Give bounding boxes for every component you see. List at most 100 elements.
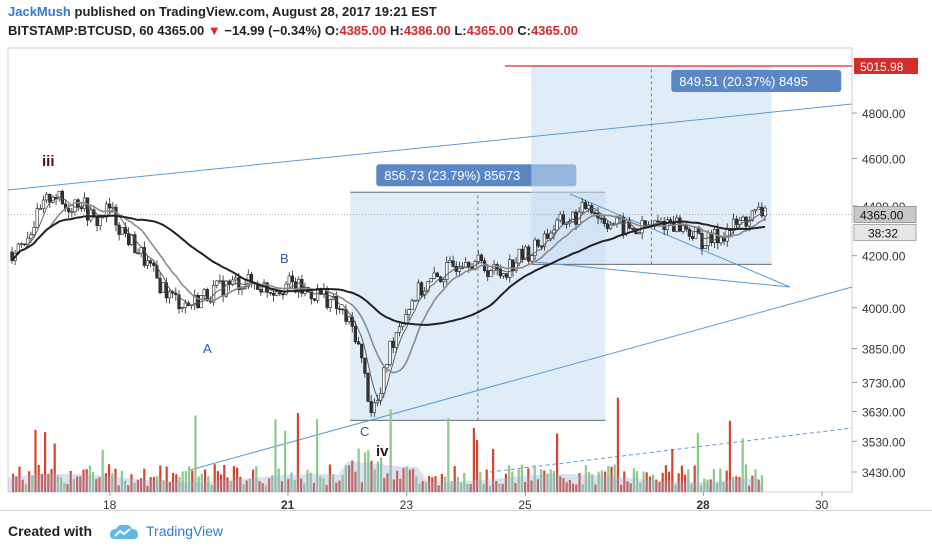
candle-body <box>161 282 165 294</box>
volume-bar <box>15 476 18 492</box>
volume-bar <box>444 476 447 492</box>
candle-body <box>70 211 74 214</box>
y-tick-label: 3730.00 <box>862 376 906 390</box>
volume-bar <box>664 465 667 492</box>
volume-bar <box>44 432 47 492</box>
price-chart[interactable]: 856.73 (23.79%) 85673 849.51 (20.37%) 849… <box>0 44 932 510</box>
volume-bar <box>533 465 536 492</box>
upper-trendline <box>7 103 853 191</box>
volume-bar <box>552 470 555 492</box>
candle-body <box>117 224 121 235</box>
close-label: C: <box>517 23 531 38</box>
volume-bar <box>738 476 741 492</box>
candle-body <box>287 275 291 285</box>
volume-bar <box>216 471 219 492</box>
volume-bar <box>175 474 178 492</box>
volume-bar <box>440 473 443 492</box>
candle-body <box>183 302 187 308</box>
candle-body <box>108 203 112 209</box>
volume-bar <box>453 466 456 492</box>
candle-body <box>341 308 345 311</box>
measure-label-box <box>671 69 842 92</box>
volume-bar <box>325 484 328 492</box>
candle-body <box>139 247 143 254</box>
candle-body <box>309 291 313 300</box>
measure-label-box <box>376 164 577 187</box>
volume-bar <box>652 474 655 492</box>
volume-bar <box>328 464 331 492</box>
volume-bar <box>642 471 645 492</box>
volume-bar <box>178 476 181 492</box>
volume-bar <box>543 470 546 492</box>
author-name[interactable]: JackMush <box>8 4 71 19</box>
volume-bar <box>223 464 226 492</box>
volume-bar <box>287 478 290 492</box>
volume-bar <box>661 472 664 492</box>
candle-body <box>353 326 358 343</box>
volume-bar <box>53 443 56 492</box>
tradingview-brand[interactable]: TradingView <box>146 523 224 539</box>
volume-bar <box>335 482 338 492</box>
candle-body <box>193 295 197 306</box>
candle-body <box>410 300 414 310</box>
down-arrow-icon: ▼ <box>207 23 221 38</box>
volume-bar <box>626 481 629 492</box>
chart-title: JackMush published on TradingView.com, A… <box>8 4 437 19</box>
volume-bar <box>242 484 245 492</box>
x-tick-label: 23 <box>400 498 414 510</box>
volume-bar <box>408 469 411 492</box>
candle-body <box>344 309 348 322</box>
volume-bar <box>396 470 399 492</box>
tradingview-logo-icon[interactable] <box>108 521 140 541</box>
candle-body <box>167 291 172 299</box>
high-label: H: <box>389 23 404 38</box>
candle-body <box>98 214 102 226</box>
volume-bar <box>588 472 591 492</box>
candle-body <box>712 229 717 243</box>
volume-bar <box>568 479 571 492</box>
volume-bar <box>303 483 306 492</box>
candle-body <box>665 219 669 230</box>
candle-body <box>757 206 761 210</box>
wave-label: iii <box>42 153 55 170</box>
candle-body <box>328 299 332 308</box>
volume-bar <box>274 419 277 492</box>
volume-bar <box>751 475 754 492</box>
volume-bar <box>517 469 520 492</box>
candle-body <box>23 243 27 246</box>
candle-body <box>505 273 509 278</box>
candle-body <box>67 208 71 213</box>
volume-bar <box>229 480 232 492</box>
volume-bar <box>127 485 130 492</box>
candle-body <box>546 233 550 239</box>
volume-bar <box>332 474 335 492</box>
candle-body <box>476 254 480 262</box>
volume-bar <box>645 472 648 492</box>
wedge-bottom-line <box>534 261 791 288</box>
volume-bar <box>255 466 258 492</box>
volume-bar <box>597 471 600 492</box>
candle-body <box>259 289 263 293</box>
candle-body <box>177 294 181 310</box>
volume-bar <box>28 471 31 492</box>
volume-bar <box>460 482 463 492</box>
volume-bar <box>607 466 610 492</box>
volume-bar <box>757 479 760 492</box>
volume-bar <box>210 484 213 492</box>
volume-bar <box>290 472 293 492</box>
volume-bar <box>472 427 475 492</box>
volume-bar <box>722 481 725 492</box>
candle-body <box>297 278 301 293</box>
volume-bar <box>232 466 235 492</box>
candle-body <box>240 288 244 291</box>
volume-bar <box>575 484 578 492</box>
volume-bar <box>658 482 661 492</box>
candle-body <box>401 323 405 328</box>
volume-bar <box>140 478 143 492</box>
volume-bar <box>748 485 751 492</box>
volume-bar <box>680 465 683 492</box>
last-price-tag <box>853 205 917 223</box>
volume-bar <box>143 468 146 492</box>
volume-bar <box>684 474 687 492</box>
candle-body <box>486 270 490 277</box>
